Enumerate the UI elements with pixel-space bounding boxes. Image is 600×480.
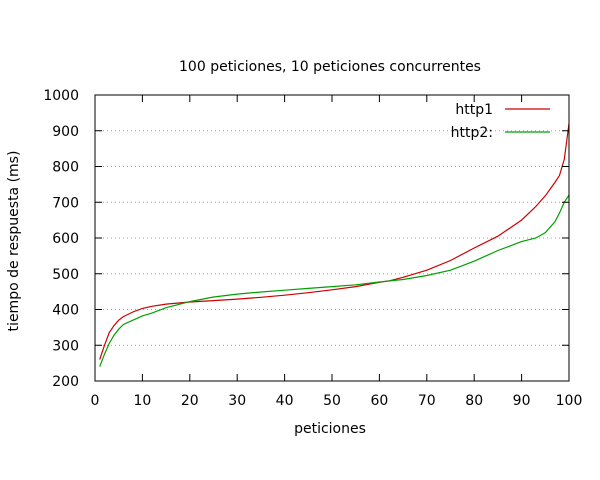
grid-lines [95,130,569,346]
plot-area [99,123,570,367]
x-tick-label-70: 70 [418,393,436,409]
x-tick-label-60: 60 [370,393,388,409]
x-axis-label: peticiones [294,421,366,437]
y-tick-label-400: 400 [52,303,79,319]
y-tick-label-900: 900 [52,124,79,140]
x-tick-label-30: 30 [228,393,246,409]
x-tick-label-80: 80 [465,393,483,409]
legend-label-2: http2: [451,125,493,141]
y-tick-label-300: 300 [52,338,79,354]
x-tick-label-40: 40 [276,393,294,409]
y-tick-label-1000: 1000 [43,88,79,104]
y-tick-label-500: 500 [52,267,79,283]
x-tick-label-100: 100 [556,393,583,409]
chart-title: 100 peticiones, 10 peticiones concurrent… [179,59,481,75]
series-line-1 [99,123,570,360]
x-tick-label-50: 50 [323,393,341,409]
axes: 200 300 400 500 600 700 800 900 1000 0 10 20 30 40 50 6… [43,88,582,409]
y-tick-label-600: 600 [52,231,79,247]
y-tick-label-800: 800 [52,160,79,176]
y-axis-label: tiempo de respuesta (ms) [6,151,22,332]
series-line-2 [99,194,570,367]
legend: http1 http2: [451,102,550,141]
x-tick-label-20: 20 [181,393,199,409]
y-tick-label-700: 700 [52,195,79,211]
y-tick-label-200: 200 [52,374,79,390]
plot-frame [94,94,570,382]
x-tick-label-0: 0 [91,393,100,409]
x-tick-label-10: 10 [133,393,151,409]
x-tick-label-90: 90 [513,393,531,409]
legend-label-1: http1 [455,102,493,118]
